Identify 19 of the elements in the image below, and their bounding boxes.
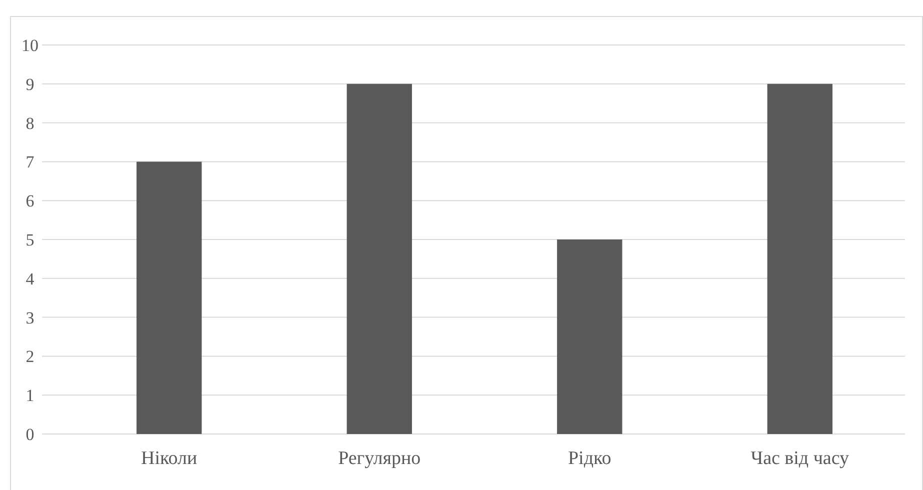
y-tick-label: 5 (26, 230, 34, 250)
y-tick-label: 6 (26, 192, 34, 211)
x-tick-label: Рідко (568, 448, 612, 469)
y-tick-label: 0 (26, 424, 34, 444)
x-tick-label: Ніколи (141, 448, 198, 469)
bar (136, 162, 202, 434)
y-tick-label: 4 (26, 269, 35, 288)
x-tick-label: Час від часу (750, 448, 850, 469)
y-tick-label: 8 (26, 114, 34, 133)
bar (767, 84, 832, 434)
y-tick-label: 3 (26, 308, 34, 328)
y-tick-label: 10 (22, 36, 38, 55)
y-tick-label: 1 (26, 386, 34, 406)
bar (346, 84, 412, 434)
x-tick-label: Регулярно (338, 448, 421, 469)
bar (557, 240, 622, 434)
y-tick-label: 7 (26, 152, 35, 172)
y-tick-label: 9 (26, 74, 34, 94)
y-tick-label: 2 (26, 347, 34, 366)
